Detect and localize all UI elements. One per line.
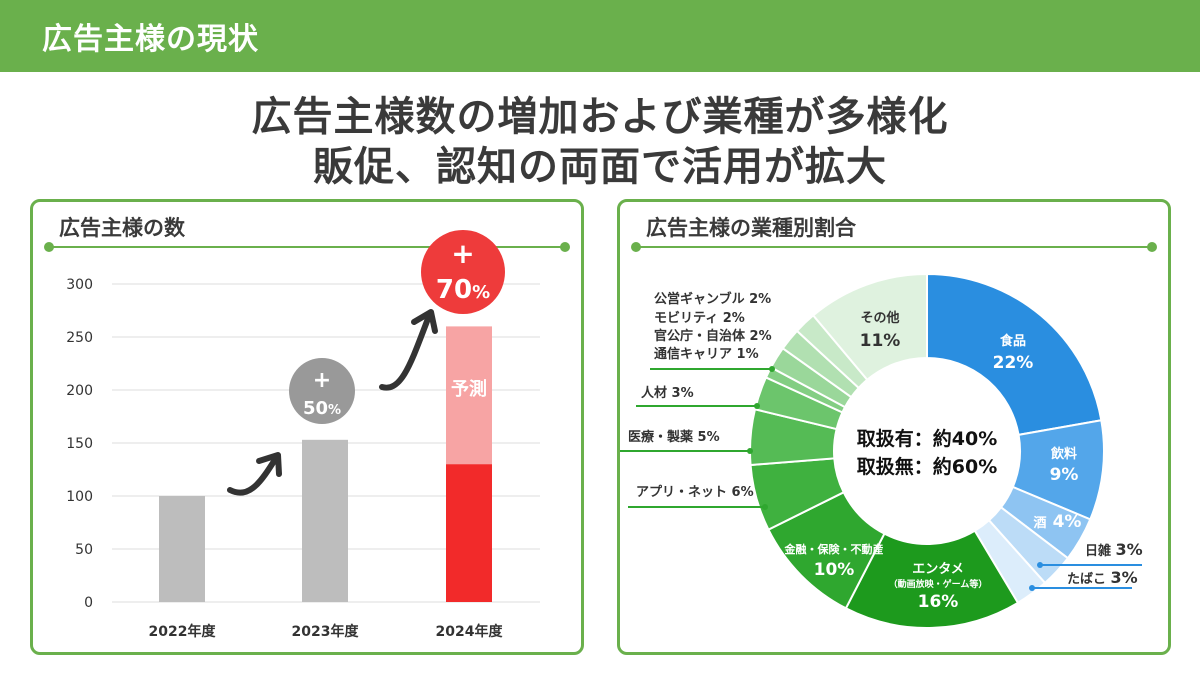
slice-value: 3%: [1111, 568, 1138, 587]
forecast-bar: [446, 326, 492, 465]
slice-label: 人材: [641, 385, 672, 401]
slice-value: 1%: [737, 347, 759, 362]
y-tick-label: 300: [66, 277, 93, 293]
divider-dot: [631, 242, 641, 252]
slice-value: 10%: [814, 560, 855, 580]
growth-plus: +: [313, 368, 331, 393]
slice-value: 16%: [918, 592, 959, 612]
donut-center-line2: 取扱無：約60%: [857, 455, 997, 478]
headline-line2: 販促、認知の両面で活用が拡大: [313, 144, 887, 190]
slice-label: アプリ・ネット: [636, 485, 732, 500]
growth-badge-circle: [421, 230, 505, 314]
slice-label: その他: [860, 310, 899, 326]
header-bar: 広告主様の現状: [0, 0, 1200, 72]
slice-label: モビリティ: [654, 310, 723, 326]
y-tick-label: 150: [66, 436, 93, 452]
y-tick-label: 250: [66, 330, 93, 346]
divider-dot: [1147, 242, 1157, 252]
pie-slice: [811, 272, 928, 382]
slice-value: 5%: [698, 430, 720, 445]
growth-arrow-icon: [379, 313, 432, 391]
slice-outside-label: 官公庁・自治体 2%: [654, 328, 772, 344]
slice-label: 官公庁・自治体: [654, 328, 750, 344]
slice-outside-label: 通信キャリア 1%: [654, 346, 759, 362]
slice-label: 医療・製薬: [628, 429, 698, 445]
slice-label: 飲料: [1050, 446, 1077, 462]
slice-value: 22%: [993, 353, 1034, 373]
slice-value: 6%: [732, 485, 754, 500]
x-tick-label: 2023年度: [292, 623, 360, 640]
slice-label: 公営ギャンブル: [654, 291, 749, 307]
y-tick-label: 200: [66, 383, 93, 399]
slice-value: 2%: [750, 329, 772, 344]
y-tick-label: 100: [66, 489, 93, 505]
donut-center-line1: 取扱有：約40%: [857, 427, 997, 450]
growth-arrow-icon: [227, 455, 279, 496]
slice-label: エンタメ: [912, 562, 964, 577]
slice-label: 通信キャリア: [654, 346, 737, 362]
slice-value: 3%: [1116, 540, 1143, 559]
leader-dot: [769, 366, 775, 372]
slice-outside-label: 医療・製薬 5%: [628, 429, 720, 445]
slice-value: 9%: [1050, 465, 1079, 485]
leader-dot: [1037, 562, 1043, 568]
slice-outside-label: たばこ 3%: [1067, 568, 1138, 587]
slice-outside-label: 人材 3%: [641, 385, 694, 401]
panel-divider: [634, 246, 1154, 248]
leader-dot: [754, 403, 760, 409]
leader-dot: [747, 448, 753, 454]
slice-label: 日雑: [1085, 543, 1116, 559]
slice-label: たばこ: [1067, 572, 1111, 587]
leader-dot: [1029, 585, 1035, 591]
divider-dot: [44, 242, 54, 252]
leader-dot: [762, 504, 768, 510]
growth-badge-2023: +50%: [289, 358, 355, 424]
slice-value: 11%: [860, 331, 901, 351]
y-tick-label: 0: [84, 595, 93, 611]
growth-badge-2024: +70%: [421, 230, 505, 314]
divider-dot: [560, 242, 570, 252]
header-title: 広告主様の現状: [42, 22, 259, 57]
x-tick-label: 2024年度: [436, 623, 504, 640]
x-tick-label: 2022年度: [149, 623, 217, 640]
slice-label: 酒: [1033, 516, 1046, 531]
slice-value: 2%: [749, 292, 771, 307]
y-tick-label: 50: [75, 542, 93, 558]
bar: [446, 464, 492, 602]
growth-unit: %: [472, 282, 490, 303]
growth-number: 50: [303, 398, 328, 419]
slice-outside-label: 公営ギャンブル 2%: [654, 291, 771, 307]
industry-share-title: 広告主様の業種別割合: [646, 216, 856, 240]
slice-value: 2%: [723, 311, 745, 326]
slice-outside-label: アプリ・ネット 6%: [636, 485, 754, 500]
slice-sublabel: （動画放映・ゲーム等）: [889, 578, 988, 590]
growth-value: 70%: [436, 275, 490, 305]
growth-unit: %: [328, 403, 341, 418]
bar: [302, 439, 348, 602]
bar: [159, 496, 205, 602]
growth-value: 50%: [303, 398, 341, 419]
growth-arrow-icon: [411, 309, 438, 334]
growth-number: 70: [436, 275, 472, 305]
growth-arrow-icon: [256, 452, 282, 477]
donut-hole: [835, 359, 1019, 543]
slice-value: 4%: [1053, 512, 1082, 532]
growth-plus: +: [451, 237, 474, 270]
slice-value: 3%: [672, 386, 694, 401]
panel-divider: [47, 246, 567, 248]
forecast-label: 予測: [451, 378, 487, 400]
slice-label: 金融・保険・不動産: [784, 542, 884, 556]
headline-line1: 広告主様数の増加および業種が多様化: [251, 94, 949, 140]
slice-label: 食品: [1000, 333, 1026, 349]
advertiser-count-title: 広告主様の数: [59, 216, 185, 240]
slice-outside-label: モビリティ 2%: [654, 310, 745, 326]
pie-slice: [926, 272, 1103, 437]
pie-slice: [844, 529, 1020, 629]
growth-badge-circle: [289, 358, 355, 424]
slice-outside-label: 日雑 3%: [1085, 540, 1143, 559]
